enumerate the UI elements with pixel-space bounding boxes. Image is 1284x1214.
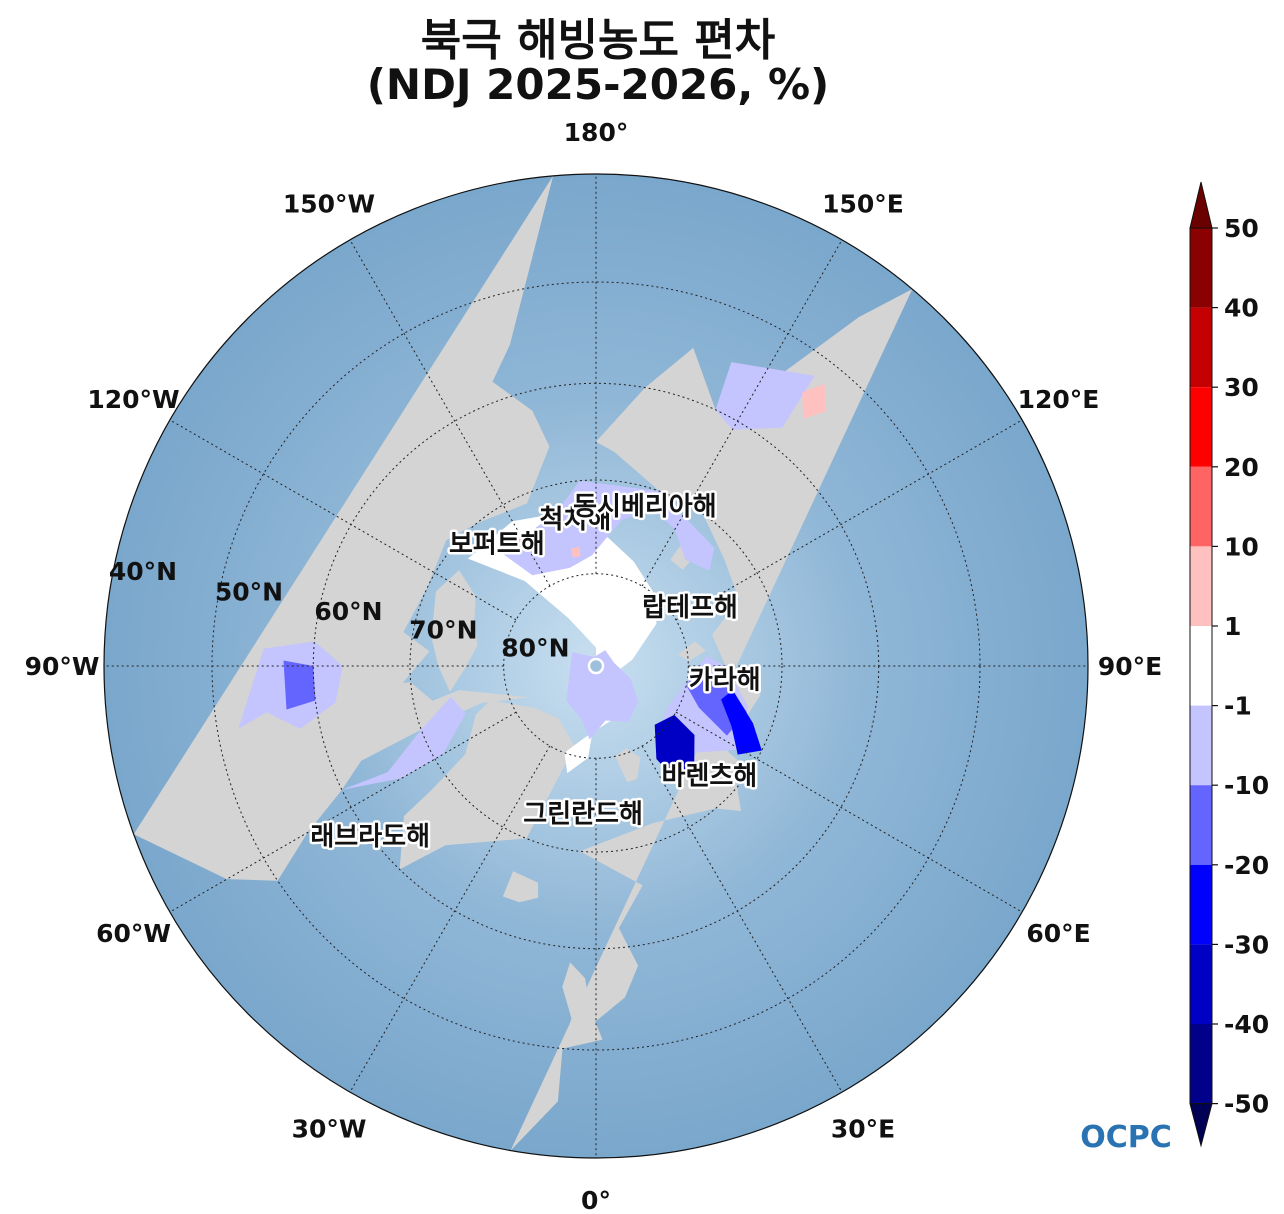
sea-label: 랍테프해 — [642, 593, 738, 623]
sea-label: 바렌츠해 — [662, 762, 758, 792]
pole-hole — [587, 657, 605, 675]
meridian-line — [349, 745, 551, 1093]
latitude-circle — [409, 479, 783, 853]
anomaly-baffin — [341, 696, 466, 790]
colorbar-tick-label: 20 — [1224, 453, 1259, 482]
longitude-label: 180° — [564, 118, 629, 147]
meridian-line — [641, 745, 843, 1093]
longitude-label: 30°E — [831, 1115, 895, 1144]
colorbar-tick-label: -10 — [1224, 771, 1269, 800]
anomaly-hudson-strong — [283, 660, 316, 710]
colorbar: 50 40 30 20 10 1 -1 -10 -20 -30 -40 -50 — [1189, 181, 1269, 1148]
colorbar-segment — [1190, 466, 1212, 547]
latitude-circle — [503, 573, 689, 759]
colorbar-segment — [1190, 705, 1212, 786]
latitude-label: 60°N — [314, 597, 382, 626]
colorbar-segment — [1190, 387, 1212, 467]
land-iceland — [502, 871, 539, 903]
colorbar-tick-label: -50 — [1224, 1090, 1269, 1119]
colorbar-tick-label: -30 — [1224, 930, 1269, 959]
colorbar-segment — [1190, 944, 1212, 1024]
meridian-line — [169, 711, 517, 913]
colorbar-segment — [1190, 228, 1212, 308]
longitude-label: 30°W — [292, 1115, 367, 1144]
anomaly-kara-strong — [721, 690, 762, 755]
colorbar-tick-label: 30 — [1224, 373, 1259, 402]
latitude-label: 40°N — [109, 557, 177, 586]
colorbar-under-arrow — [1189, 1103, 1213, 1148]
anomaly-beaufort-positive — [508, 533, 525, 549]
colorbar-tick-label: -20 — [1224, 851, 1269, 880]
colorbar-tick-label: 10 — [1224, 532, 1259, 561]
map-title: 북극 해빙농도 편차 — [420, 15, 776, 66]
latitude-label: 50°N — [215, 578, 283, 607]
longitude-label: 150°E — [822, 190, 904, 219]
colorbar-segment — [1190, 785, 1212, 865]
longitude-label: 60°E — [1026, 919, 1090, 948]
longitude-label: 90°E — [1098, 652, 1162, 681]
colorbar-tick-label: 1 — [1224, 612, 1241, 641]
longitude-label: 120°W — [87, 385, 179, 414]
colorbar-segment — [1190, 546, 1212, 626]
land-canadian-archipelago — [431, 570, 478, 692]
meridian-line — [641, 239, 843, 587]
anomaly-chukchi-esib — [500, 480, 715, 576]
colorbar-segment — [1190, 626, 1212, 706]
map-boundary — [103, 173, 1089, 1159]
land-greenland — [399, 700, 575, 870]
colorbar-segment — [1190, 307, 1212, 388]
meridian-line — [675, 419, 1023, 621]
meridian-line — [169, 419, 517, 621]
longitude-label: 60°W — [96, 919, 171, 948]
anomaly-central-arctic — [566, 650, 639, 740]
colorbar-segment — [1190, 864, 1212, 945]
sea-label: 동시베리아해 — [573, 492, 717, 522]
longitude-label: 90°W — [25, 652, 100, 681]
colorbar-tick-label: -1 — [1224, 692, 1252, 721]
anomaly-chukchi-positive — [571, 547, 581, 558]
longitude-label: 150°W — [283, 190, 375, 219]
colorbar-over-arrow — [1189, 181, 1213, 229]
longitude-label: 0° — [581, 1186, 611, 1214]
colorbar-tick-label: 40 — [1224, 294, 1259, 323]
meridian-line — [349, 239, 551, 587]
sea-label: 그린란드해 — [523, 800, 643, 830]
longitude-label: 120°E — [1018, 385, 1100, 414]
sea-label: 보퍼트해 — [449, 530, 545, 560]
anomaly-okhotsk-positive — [802, 383, 826, 419]
sea-label: 척치해 — [540, 505, 612, 535]
land-svalbard — [615, 748, 641, 783]
sea-label: 카라해 — [689, 666, 761, 696]
map-subtitle: (NDJ 2025-2026, %) — [366, 60, 830, 109]
anomaly-barents-strong — [654, 714, 695, 780]
land-severnaya-zemlya — [678, 641, 706, 662]
anomaly-okhotsk — [715, 362, 815, 430]
latitude-label: 70°N — [409, 616, 477, 645]
meridian-line — [675, 711, 1023, 913]
ocpc-logo: OCPC — [1080, 1120, 1172, 1155]
colorbar-tick-label: 50 — [1224, 214, 1259, 243]
land-uk — [562, 962, 603, 1049]
latitude-label: 80°N — [501, 633, 569, 662]
land-new-siberian — [670, 544, 696, 570]
colorbar-tick-label: -40 — [1224, 1010, 1269, 1039]
sea-label: 래브라도해 — [310, 822, 430, 852]
colorbar-segment — [1190, 1024, 1212, 1104]
